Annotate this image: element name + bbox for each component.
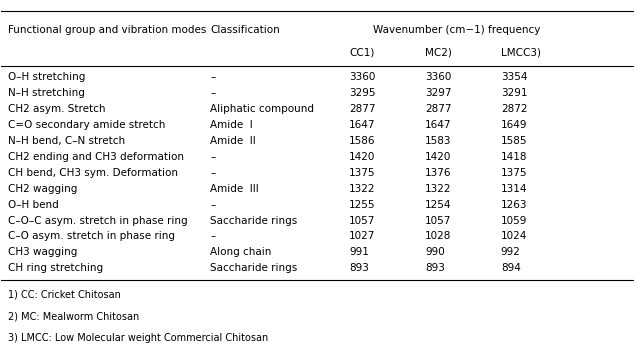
Text: 1420: 1420 [349,152,375,162]
Text: C–O–C asym. stretch in phase ring: C–O–C asym. stretch in phase ring [8,216,187,226]
Text: –: – [210,88,215,98]
Text: 3354: 3354 [501,72,527,82]
Text: Along chain: Along chain [210,247,271,257]
Text: O–H stretching: O–H stretching [8,72,85,82]
Text: 1314: 1314 [501,184,527,194]
Text: MC2): MC2) [425,48,452,58]
Text: N–H bend, C–N stretch: N–H bend, C–N stretch [8,136,125,146]
Text: 1649: 1649 [501,120,527,130]
Text: 3295: 3295 [349,88,376,98]
Text: 3297: 3297 [425,88,451,98]
Text: 1375: 1375 [349,168,376,178]
Text: 1376: 1376 [425,168,451,178]
Text: Functional group and vibration modes: Functional group and vibration modes [8,24,206,35]
Text: 1647: 1647 [425,120,451,130]
Text: 1255: 1255 [349,200,376,209]
Text: –: – [210,232,215,241]
Text: 3360: 3360 [349,72,375,82]
Text: 2877: 2877 [349,104,376,114]
Text: 991: 991 [349,247,369,257]
Text: CH2 asym. Stretch: CH2 asym. Stretch [8,104,105,114]
Text: 1375: 1375 [501,168,527,178]
Text: –: – [210,168,215,178]
Text: C=O secondary amide stretch: C=O secondary amide stretch [8,120,165,130]
Text: 1028: 1028 [425,232,451,241]
Text: 1024: 1024 [501,232,527,241]
Text: 1027: 1027 [349,232,375,241]
Text: LMCC3): LMCC3) [501,48,541,58]
Text: 3360: 3360 [425,72,451,82]
Text: C–O asym. stretch in phase ring: C–O asym. stretch in phase ring [8,232,175,241]
Text: 893: 893 [425,264,445,273]
Text: 3291: 3291 [501,88,527,98]
Text: CC1): CC1) [349,48,375,58]
Text: –: – [210,200,215,209]
Text: 992: 992 [501,247,521,257]
Text: Aliphatic compound: Aliphatic compound [210,104,314,114]
Text: Saccharide rings: Saccharide rings [210,216,297,226]
Text: 1322: 1322 [425,184,451,194]
Text: 3) LMCC: Low Molecular weight Commercial Chitosan: 3) LMCC: Low Molecular weight Commercial… [8,333,268,343]
Text: 1254: 1254 [425,200,451,209]
Text: CH bend, CH3 sym. Deformation: CH bend, CH3 sym. Deformation [8,168,178,178]
Text: 1057: 1057 [349,216,375,226]
Text: 894: 894 [501,264,521,273]
Text: CH2 ending and CH3 deformation: CH2 ending and CH3 deformation [8,152,184,162]
Text: 1059: 1059 [501,216,527,226]
Text: Amide  I: Amide I [210,120,253,130]
Text: –: – [210,152,215,162]
Text: CH2 wagging: CH2 wagging [8,184,77,194]
Text: Amide  III: Amide III [210,184,259,194]
Text: 1) CC: Cricket Chitosan: 1) CC: Cricket Chitosan [8,290,121,300]
Text: 1585: 1585 [501,136,527,146]
Text: 1583: 1583 [425,136,451,146]
Text: Amide  II: Amide II [210,136,256,146]
Text: CH ring stretching: CH ring stretching [8,264,103,273]
Text: 1418: 1418 [501,152,527,162]
Text: 1263: 1263 [501,200,527,209]
Text: 1322: 1322 [349,184,376,194]
Text: Wavenumber (cm−1) frequency: Wavenumber (cm−1) frequency [373,24,540,35]
Text: N–H stretching: N–H stretching [8,88,84,98]
Text: 1420: 1420 [425,152,451,162]
Text: 2872: 2872 [501,104,527,114]
Text: Saccharide rings: Saccharide rings [210,264,297,273]
Text: 1057: 1057 [425,216,451,226]
Text: Classification: Classification [210,24,280,35]
Text: 2) MC: Mealworm Chitosan: 2) MC: Mealworm Chitosan [8,311,139,321]
Text: –: – [210,72,215,82]
Text: 893: 893 [349,264,369,273]
Text: CH3 wagging: CH3 wagging [8,247,77,257]
Text: 1647: 1647 [349,120,376,130]
Text: 990: 990 [425,247,444,257]
Text: O–H bend: O–H bend [8,200,58,209]
Text: 2877: 2877 [425,104,451,114]
Text: 1586: 1586 [349,136,376,146]
